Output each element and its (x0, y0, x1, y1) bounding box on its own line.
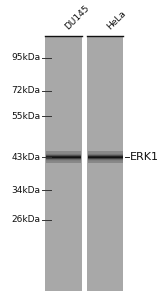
Bar (88, 157, 123, 158)
Bar (88, 152, 123, 153)
Text: 43kDa: 43kDa (12, 153, 41, 162)
Text: ERK1: ERK1 (129, 152, 158, 162)
Bar (88, 162, 123, 163)
Bar (88, 160, 123, 161)
Bar (88, 158, 123, 159)
Bar (46, 163, 81, 164)
Bar (46, 162, 81, 163)
Bar (46, 155, 81, 156)
Bar (88, 151, 123, 152)
Bar (87, 36, 123, 291)
Bar (88, 154, 123, 155)
Bar (88, 153, 123, 154)
Bar (46, 160, 81, 161)
Bar (46, 157, 81, 158)
Bar (46, 160, 81, 161)
Text: DU145: DU145 (64, 4, 91, 32)
Text: 95kDa: 95kDa (12, 53, 41, 62)
Bar (46, 152, 81, 153)
Bar (46, 154, 81, 155)
Bar (46, 154, 81, 155)
Bar (46, 161, 81, 162)
Bar (88, 161, 123, 162)
Bar (46, 159, 81, 160)
Bar (46, 151, 81, 152)
Bar (88, 163, 123, 164)
Bar (88, 156, 123, 157)
Bar (46, 162, 81, 163)
Text: 34kDa: 34kDa (12, 186, 41, 195)
Text: 26kDa: 26kDa (12, 215, 41, 224)
Bar (88, 160, 123, 161)
Bar (46, 158, 81, 159)
Bar (88, 155, 123, 156)
Bar (88, 154, 123, 155)
Bar (45, 36, 82, 291)
Bar (88, 162, 123, 163)
Bar (88, 159, 123, 160)
Bar (46, 153, 81, 154)
Text: HeLa: HeLa (105, 9, 128, 32)
Text: 72kDa: 72kDa (12, 86, 41, 95)
Text: 55kDa: 55kDa (12, 112, 41, 121)
Bar (46, 156, 81, 157)
